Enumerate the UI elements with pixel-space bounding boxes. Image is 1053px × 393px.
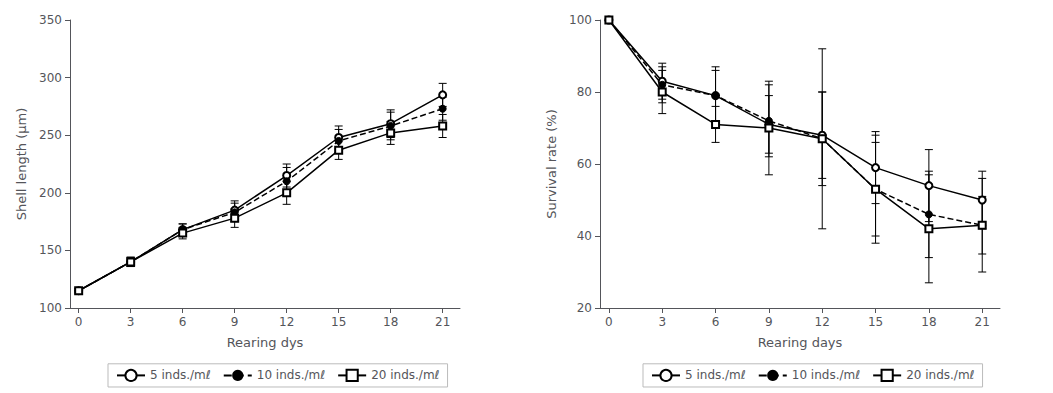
svg-text:6: 6: [712, 315, 720, 329]
svg-text:12: 12: [279, 315, 294, 329]
svg-text:0: 0: [605, 315, 613, 329]
svg-text:80: 80: [577, 85, 592, 99]
svg-text:Shell length (μm): Shell length (μm): [14, 108, 29, 221]
svg-text:9: 9: [765, 315, 773, 329]
svg-text:6: 6: [179, 315, 187, 329]
svg-text:12: 12: [815, 315, 830, 329]
svg-text:3: 3: [658, 315, 666, 329]
svg-text:15: 15: [868, 315, 883, 329]
svg-text:100: 100: [569, 13, 592, 27]
svg-text:10 inds./mℓ: 10 inds./mℓ: [792, 368, 860, 382]
svg-text:100: 100: [39, 301, 62, 315]
svg-text:0: 0: [75, 315, 83, 329]
svg-text:Survival rate (%): Survival rate (%): [544, 109, 559, 219]
svg-text:21: 21: [435, 315, 450, 329]
svg-text:60: 60: [577, 157, 592, 171]
svg-text:21: 21: [975, 315, 990, 329]
svg-text:150: 150: [39, 243, 62, 257]
svg-text:5 inds./mℓ: 5 inds./mℓ: [150, 368, 211, 382]
svg-text:200: 200: [39, 186, 62, 200]
svg-text:350: 350: [39, 13, 62, 27]
svg-text:15: 15: [331, 315, 346, 329]
svg-text:20 inds./mℓ: 20 inds./mℓ: [371, 368, 439, 382]
svg-text:10 inds./mℓ: 10 inds./mℓ: [257, 368, 325, 382]
svg-text:Rearing dys: Rearing dys: [227, 335, 304, 350]
svg-text:5 inds./mℓ: 5 inds./mℓ: [685, 368, 746, 382]
svg-text:20 inds./mℓ: 20 inds./mℓ: [906, 368, 974, 382]
svg-text:18: 18: [921, 315, 936, 329]
svg-text:20: 20: [577, 301, 592, 315]
svg-text:300: 300: [39, 71, 62, 85]
svg-text:40: 40: [577, 229, 592, 243]
svg-text:Rearing days: Rearing days: [758, 335, 843, 350]
svg-text:9: 9: [231, 315, 239, 329]
svg-text:18: 18: [383, 315, 398, 329]
svg-text:250: 250: [39, 128, 62, 142]
svg-text:3: 3: [127, 315, 135, 329]
